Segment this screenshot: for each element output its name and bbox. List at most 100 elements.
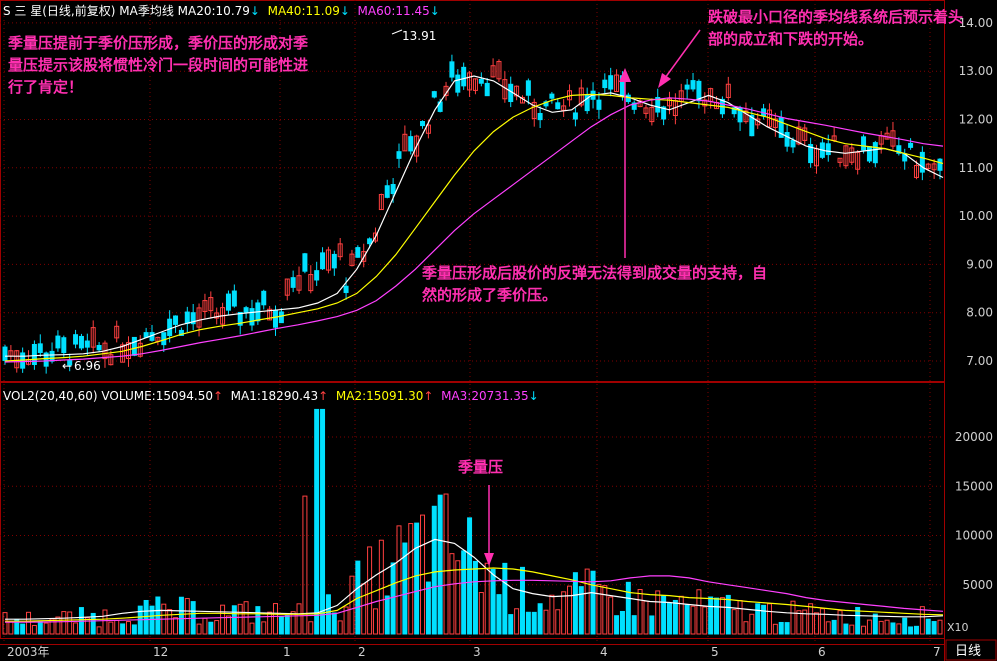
candle-body: [237, 311, 243, 326]
volume-ma2-line: [5, 567, 944, 622]
volume-bar: [278, 616, 284, 635]
price-ma20-line: [5, 75, 944, 357]
vol-ma1-arrow: ↑: [318, 389, 329, 403]
date-tick-label: 7: [933, 645, 941, 659]
volume-bar: [708, 596, 714, 635]
candle-body: [549, 93, 555, 99]
candle-body: [161, 332, 167, 346]
volume-panel-frame: [0, 382, 945, 639]
candle-body: [184, 311, 190, 324]
note-volume-price: 季量压提前于季价压形成，季价压的形成对季量压提示该股将惯性冷门一段时间的可能性进…: [8, 34, 309, 96]
volume-bar: [214, 620, 220, 635]
candle-body: [790, 139, 796, 148]
ma40-arrow: ↓: [339, 4, 350, 18]
candle-body: [420, 121, 426, 127]
volume-bar: [714, 597, 720, 635]
volume-bar: [267, 611, 273, 635]
volume-bar: [390, 562, 396, 635]
volume-tick-label: 20000: [955, 430, 993, 444]
price-tick-label: 8.00: [966, 306, 993, 320]
volume-bar: [896, 623, 902, 635]
volume-bar: [331, 612, 337, 635]
candle-body: [525, 80, 531, 96]
volume-bar: [572, 572, 578, 635]
volume-bar: [743, 621, 749, 635]
candle-body: [325, 249, 331, 271]
candle-body: [196, 307, 202, 328]
candle-body: [190, 312, 196, 325]
volume-bar: [614, 615, 620, 635]
volume-bar: [672, 599, 678, 635]
candle-body: [402, 133, 408, 152]
price-ma40-line: [4, 93, 944, 362]
volume-bar: [8, 620, 14, 635]
candle-body: [231, 290, 237, 307]
candle-body: [267, 308, 273, 321]
date-tick-label: 4: [600, 645, 608, 659]
low-label: 6.96: [74, 359, 101, 373]
volume-bar: [302, 495, 308, 635]
candle-body: [455, 74, 461, 93]
candle-body: [696, 80, 702, 102]
volume-bar: [125, 621, 131, 635]
volume-bar: [443, 493, 449, 635]
volume-bar: [619, 610, 625, 635]
candle-body: [408, 136, 414, 152]
volume-bar: [2, 612, 8, 635]
volume-bar: [343, 606, 349, 635]
volume-bar: [666, 602, 672, 635]
volume-bar: [237, 603, 243, 635]
volume-bar: [490, 568, 496, 635]
candle-body: [2, 346, 8, 361]
volume-bar: [508, 614, 514, 635]
candle-body: [314, 270, 320, 281]
candle-body: [661, 106, 667, 120]
volume-ma3-line: [5, 575, 944, 623]
volume-arrow: ↑: [212, 389, 224, 403]
ma60-value: MA60:11.45: [357, 4, 430, 18]
candle-body: [872, 142, 878, 164]
candle-body: [37, 343, 43, 353]
candle-body: [913, 165, 919, 178]
period-label: 日线: [955, 644, 981, 659]
volume-bar: [796, 610, 802, 635]
volume-bar: [731, 609, 737, 635]
candle-body: [349, 253, 355, 267]
volume-bar: [549, 594, 555, 635]
candle-body: [208, 297, 214, 312]
volume-bar: [525, 611, 531, 635]
volume-bar: [531, 611, 537, 635]
volume-bar: [849, 624, 855, 635]
candle-body: [131, 336, 137, 356]
volume-bar: [725, 594, 731, 635]
candle-body: [725, 83, 731, 98]
indicator-name: MA季均线: [119, 4, 174, 18]
price-ma60-line: [4, 97, 944, 363]
volume-bar: [561, 591, 567, 635]
diagonal-arrow-line: [664, 29, 701, 79]
candle-body: [337, 243, 343, 258]
candle-body: [584, 94, 590, 112]
candle-body: [478, 78, 484, 84]
volume-bar: [273, 603, 279, 635]
date-tick-label: 12: [153, 645, 168, 659]
volume-bar: [814, 612, 820, 635]
volume-bar: [484, 562, 490, 635]
volume-value: VOLUME:15094.50: [101, 389, 213, 403]
volume-bar: [766, 603, 772, 635]
volume-bar: [196, 623, 202, 635]
candle-body: [731, 107, 737, 115]
vol-ma3-value: MA3:20731.35: [441, 389, 529, 403]
candle-body: [425, 124, 431, 134]
candle-body: [778, 117, 784, 138]
candle-body: [278, 311, 284, 324]
volume-bar: [596, 583, 602, 635]
volume-bar: [608, 596, 614, 635]
volume-bar: [461, 550, 467, 635]
vol-ma1-value: MA1:18290.43: [230, 389, 319, 403]
candle-body: [290, 277, 296, 288]
volume-bar: [584, 568, 590, 635]
candle-body: [843, 145, 849, 167]
candle-body: [273, 310, 279, 328]
